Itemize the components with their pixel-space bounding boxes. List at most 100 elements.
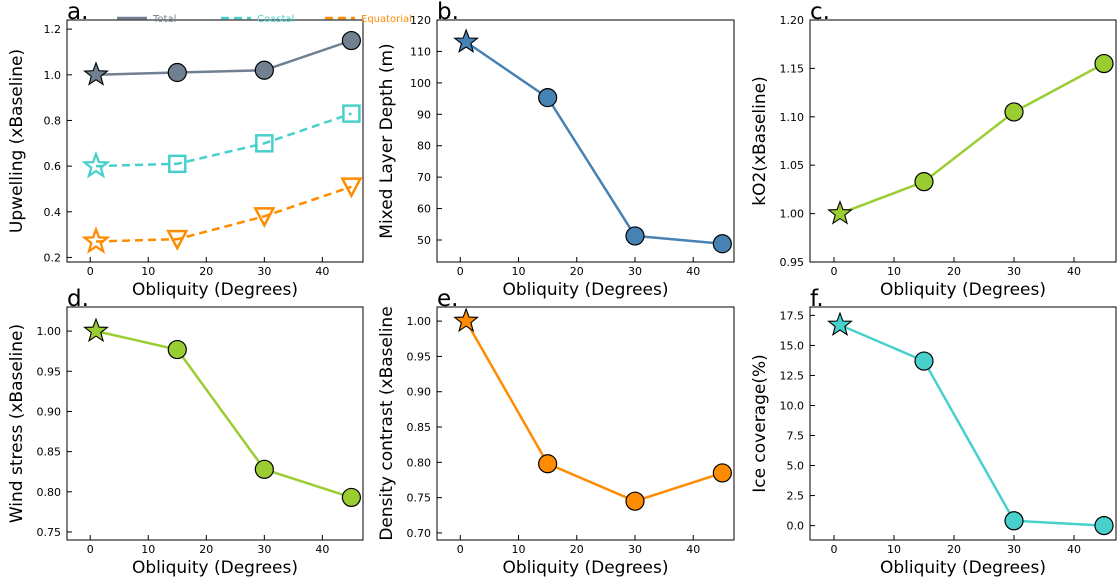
data-point (167, 62, 187, 83)
series-line (465, 320, 723, 503)
series-line (839, 323, 1105, 527)
y-tick-label: 0.95 (37, 365, 62, 378)
y-tick-label: 1.2 (44, 23, 62, 36)
x-axis-label: Obliquity (Degrees) (880, 558, 1046, 578)
x-tick-label: 10 (887, 265, 901, 278)
y-axis-label: Density contrast (xBaseline (377, 306, 397, 540)
y-tick-label: 12.5 (780, 369, 805, 382)
panel-label: b. (437, 0, 459, 25)
panel-label: f. (810, 286, 824, 312)
axes-frame (436, 306, 735, 541)
y-tick-label: 0.85 (407, 421, 432, 434)
x-tick-label: 20 (199, 543, 213, 556)
y-tick-label: 1.05 (780, 159, 805, 172)
data-point (168, 154, 187, 174)
y-tick-label: 1.00 (407, 315, 432, 328)
y-tick-label: 10.0 (780, 399, 805, 412)
series-line (839, 62, 1105, 215)
y-tick-label: 0.0 (787, 520, 805, 533)
x-tick-label: 0 (457, 265, 464, 278)
axes-frame (809, 306, 1117, 541)
data-point (1094, 53, 1114, 74)
data-point (253, 207, 276, 229)
x-tick-label: 40 (1067, 265, 1081, 278)
x-axis-label: Obliquity (Degrees) (502, 558, 668, 578)
x-tick-label: 0 (831, 265, 838, 278)
y-axis-label: Upwelling (xBaseline) (7, 49, 27, 233)
y-tick-label: 60 (417, 203, 431, 216)
x-tick-label: 0 (87, 543, 94, 556)
data-point (254, 459, 274, 479)
data-point (914, 351, 934, 371)
data-point (827, 311, 853, 336)
y-tick-label: 1.0 (44, 69, 62, 82)
x-tick-label: 10 (141, 265, 155, 278)
data-point (1004, 511, 1024, 531)
legend-label: Total (152, 14, 176, 25)
x-axis-label: Obliquity (Degrees) (132, 558, 298, 578)
y-tick-label: 50 (417, 234, 431, 247)
data-point (712, 234, 732, 254)
y-tick-label: 0.90 (37, 405, 62, 418)
y-tick-label: 5.0 (787, 460, 805, 473)
data-point (255, 134, 274, 153)
panel-c: 0 10 20 30 40 0.95 1.00 1.05 1.10 1.15 1.20 Obliqui… (750, 0, 1117, 300)
axes-frame (66, 19, 364, 263)
x-tick-label: 20 (947, 543, 961, 556)
y-tick-label: 120 (410, 14, 431, 27)
y-tick-label: 0.95 (407, 350, 432, 363)
data-point (538, 454, 558, 474)
y-tick-label: 0.2 (44, 251, 62, 264)
y-tick-label: 7.5 (787, 430, 805, 443)
y-tick-label: 100 (410, 77, 431, 90)
data-point (83, 317, 109, 343)
x-tick-label: 30 (257, 543, 271, 556)
data-point (166, 229, 189, 251)
data-point (538, 88, 558, 108)
data-point (453, 307, 479, 333)
y-tick-label: 0.6 (44, 160, 62, 173)
x-tick-label: 10 (512, 265, 526, 278)
x-tick-label: 40 (686, 543, 700, 556)
x-tick-label: 10 (887, 543, 901, 556)
legend-label: Coastal (257, 14, 294, 25)
x-tick-label: 0 (87, 265, 94, 278)
y-tick-label: 0.80 (37, 486, 62, 499)
x-tick-label: 30 (1007, 265, 1021, 278)
x-tick-label: 40 (1067, 543, 1081, 556)
y-tick-label: 0.95 (780, 256, 805, 269)
data-point (914, 172, 934, 192)
series-line (465, 40, 723, 246)
axes-frame (436, 19, 735, 263)
data-point (341, 30, 361, 51)
panel-b: 0 10 20 30 40 50 60 70 80 90 100 110 120 Obliquity (D… (377, 0, 735, 300)
x-tick-label: 0 (457, 543, 464, 556)
data-point (167, 339, 187, 360)
y-tick-label: 0.4 (44, 206, 62, 219)
y-tick-label: 1.00 (780, 208, 805, 221)
series-line (95, 329, 352, 499)
x-axis-label: Obliquity (Degrees) (880, 280, 1046, 300)
x-tick-label: 40 (315, 543, 329, 556)
y-tick-label: 0.70 (407, 527, 432, 540)
panel-label: e. (437, 286, 458, 312)
data-point (340, 177, 363, 199)
x-tick-label: 20 (947, 265, 961, 278)
y-tick-label: 0.80 (407, 456, 432, 469)
legend-label: Equatorial (361, 14, 412, 25)
x-tick-label: 20 (570, 543, 584, 556)
x-tick-label: 40 (315, 265, 329, 278)
y-axis-label: kO2(xBaseline) (750, 76, 770, 205)
legend: Total Coastal Equatorial (117, 14, 412, 25)
x-tick-label: 30 (1007, 543, 1021, 556)
y-tick-label: 17.5 (780, 309, 805, 322)
data-point (625, 491, 645, 511)
series-line (95, 112, 352, 168)
series-line (95, 185, 352, 243)
x-tick-label: 30 (628, 265, 642, 278)
x-tick-label: 10 (141, 543, 155, 556)
y-tick-label: 0.75 (407, 492, 432, 505)
y-axis-label: Wind stress (xBaseline) (7, 324, 27, 523)
data-point (453, 28, 480, 53)
